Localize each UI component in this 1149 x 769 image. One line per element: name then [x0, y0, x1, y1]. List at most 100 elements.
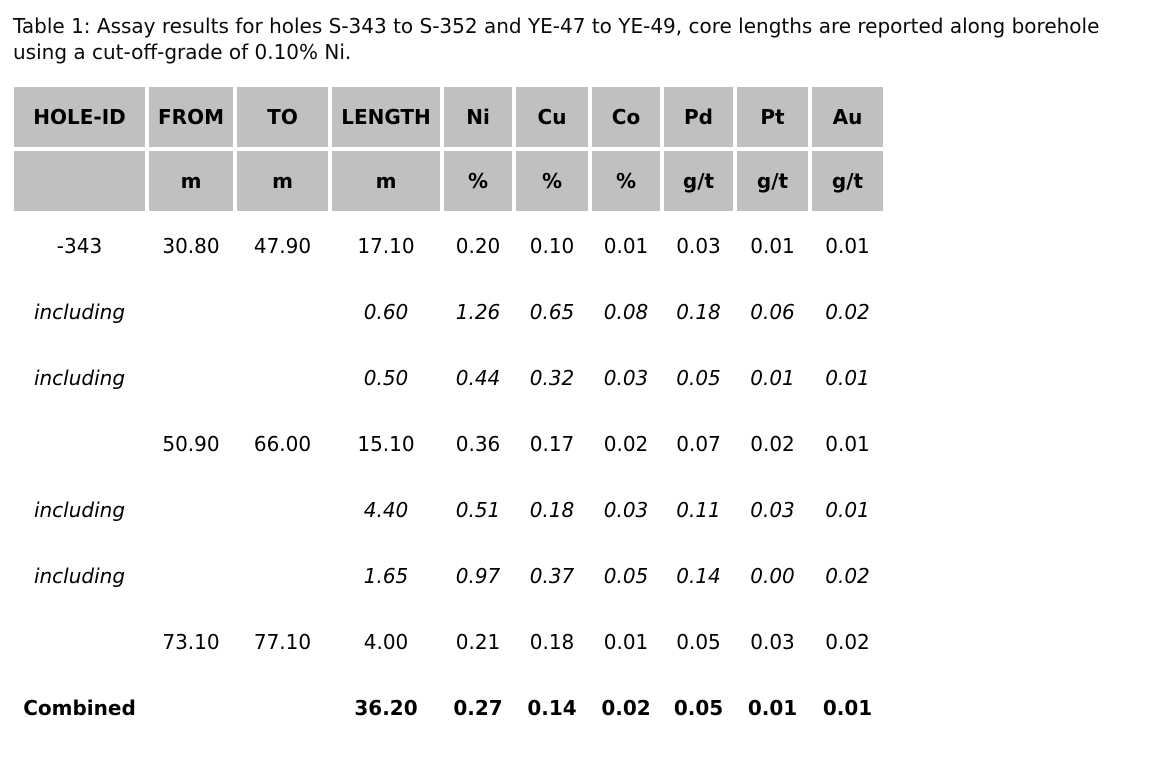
table-cell: 0.50: [332, 347, 440, 409]
table-cell: 0.08: [592, 281, 660, 343]
table-cell: [14, 413, 145, 475]
column-unit-to: m: [237, 151, 328, 211]
table-cell: 0.18: [516, 611, 588, 673]
table-cell: 0.51: [444, 479, 512, 541]
column-unit-hole-id: [14, 151, 145, 211]
table-cell: 0.27: [444, 677, 512, 739]
table-cell: 0.03: [592, 347, 660, 409]
table-cell: 0.11: [664, 479, 733, 541]
column-unit-length: m: [332, 151, 440, 211]
table-cell: 66.00: [237, 413, 328, 475]
table-cell: 0.07: [664, 413, 733, 475]
table-cell: 0.01: [812, 479, 883, 541]
table-cell: 0.02: [812, 611, 883, 673]
table-cell: 0.05: [592, 545, 660, 607]
table-cell: 0.01: [737, 347, 808, 409]
table-cell: 0.02: [592, 413, 660, 475]
table-cell: [237, 677, 328, 739]
table-cell: 0.02: [812, 281, 883, 343]
table-cell: 0.02: [737, 413, 808, 475]
table-cell: 0.01: [812, 677, 883, 739]
header-row-units: m m m%%% g/t g/t g/t: [14, 151, 883, 211]
table-cell: 0.44: [444, 347, 512, 409]
table-cell: 0.01: [592, 611, 660, 673]
column-unit-pd: g/t: [664, 151, 733, 211]
table-cell: 4.00: [332, 611, 440, 673]
column-unit-co: %: [592, 151, 660, 211]
table-cell: [149, 479, 233, 541]
assay-results-table: HOLE-ID FROM TO LENGTH Ni Cu Co Pd Pt Au m m m%%% g/…: [10, 83, 887, 743]
table-cell: 4.40: [332, 479, 440, 541]
table-cell: 0.65: [516, 281, 588, 343]
table-cell: 0.97: [444, 545, 512, 607]
table-cell: [149, 545, 233, 607]
table-cell: Combined: [14, 677, 145, 739]
column-header-cu: Cu: [516, 87, 588, 147]
table-cell: 0.03: [737, 611, 808, 673]
caption-line-2: using a cut-off-grade of 0.10% Ni.: [13, 40, 352, 64]
table-cell: 15.10: [332, 413, 440, 475]
table-row: -343 30.80 47.90 17.10 0.20 0.10 0.01 0.03 0.01 0…: [14, 215, 883, 277]
table-row: including 4.40 0.51 0.18 0.03 0.11 0.03 0.01: [14, 479, 883, 541]
table-cell: 0.14: [516, 677, 588, 739]
column-header-to: TO: [237, 87, 328, 147]
table-cell: 0.21: [444, 611, 512, 673]
table-cell: 17.10: [332, 215, 440, 277]
column-header-length: LENGTH: [332, 87, 440, 147]
table-cell: [237, 545, 328, 607]
column-unit-ni: %: [444, 151, 512, 211]
table-cell: 50.90: [149, 413, 233, 475]
table-cell: 0.03: [592, 479, 660, 541]
column-unit-au: g/t: [812, 151, 883, 211]
table-header: HOLE-ID FROM TO LENGTH Ni Cu Co Pd Pt Au m m m%%% g/…: [14, 87, 883, 211]
column-header-ni: Ni: [444, 87, 512, 147]
table-cell: 30.80: [149, 215, 233, 277]
table-cell: 0.20: [444, 215, 512, 277]
table-cell: 0.05: [664, 677, 733, 739]
table-cell: [149, 677, 233, 739]
table-cell: 0.17: [516, 413, 588, 475]
column-header-hole-id: HOLE-ID: [14, 87, 145, 147]
table-cell: 73.10: [149, 611, 233, 673]
table-cell: 0.05: [664, 611, 733, 673]
table-cell: 0.18: [516, 479, 588, 541]
table-row: including 1.65 0.97 0.37 0.05 0.14 0.00 0.02: [14, 545, 883, 607]
table-cell: 0.10: [516, 215, 588, 277]
table-row: including 0.60 1.26 0.65 0.08 0.18 0.06 0.02: [14, 281, 883, 343]
table-cell: 0.01: [737, 677, 808, 739]
table-caption: Table 1: Assay results for holes S-343 t…: [13, 13, 1143, 65]
table-cell: 0.36: [444, 413, 512, 475]
table-cell: 36.20: [332, 677, 440, 739]
table-row: 50.90 66.00 15.10 0.36 0.17 0.02 0.07 0.02 0.01: [14, 413, 883, 475]
table-cell: including: [14, 281, 145, 343]
table-body: -343 30.80 47.90 17.10 0.20 0.10 0.01 0.03 0.01 0…: [14, 215, 883, 739]
table-row: Combined 36.20 0.27 0.14 0.02 0.05 0.01 0.01: [14, 677, 883, 739]
table-cell: 0.14: [664, 545, 733, 607]
table-cell: 0.03: [664, 215, 733, 277]
table-row: 73.10 77.10 4.00 0.21 0.18 0.01 0.05 0.03 0.02: [14, 611, 883, 673]
table-cell: 77.10: [237, 611, 328, 673]
table-cell: 0.32: [516, 347, 588, 409]
table-cell: 0.01: [812, 413, 883, 475]
table-cell: including: [14, 347, 145, 409]
table-cell: including: [14, 545, 145, 607]
table-cell: [14, 611, 145, 673]
caption-line-1: Table 1: Assay results for holes S-343 t…: [13, 14, 1100, 38]
column-header-from: FROM: [149, 87, 233, 147]
table-cell: [237, 347, 328, 409]
table-cell: 47.90: [237, 215, 328, 277]
table-cell: 0.01: [812, 215, 883, 277]
table-cell: 0.60: [332, 281, 440, 343]
table-cell: 0.06: [737, 281, 808, 343]
table-cell: [237, 281, 328, 343]
table-cell: 0.01: [812, 347, 883, 409]
table-cell: including: [14, 479, 145, 541]
column-unit-pt: g/t: [737, 151, 808, 211]
table-cell: 0.02: [592, 677, 660, 739]
table-cell: -343: [14, 215, 145, 277]
table-row: including 0.50 0.44 0.32 0.03 0.05 0.01 0.01: [14, 347, 883, 409]
table-cell: 1.65: [332, 545, 440, 607]
column-header-pt: Pt: [737, 87, 808, 147]
table-cell: 0.05: [664, 347, 733, 409]
column-header-pd: Pd: [664, 87, 733, 147]
